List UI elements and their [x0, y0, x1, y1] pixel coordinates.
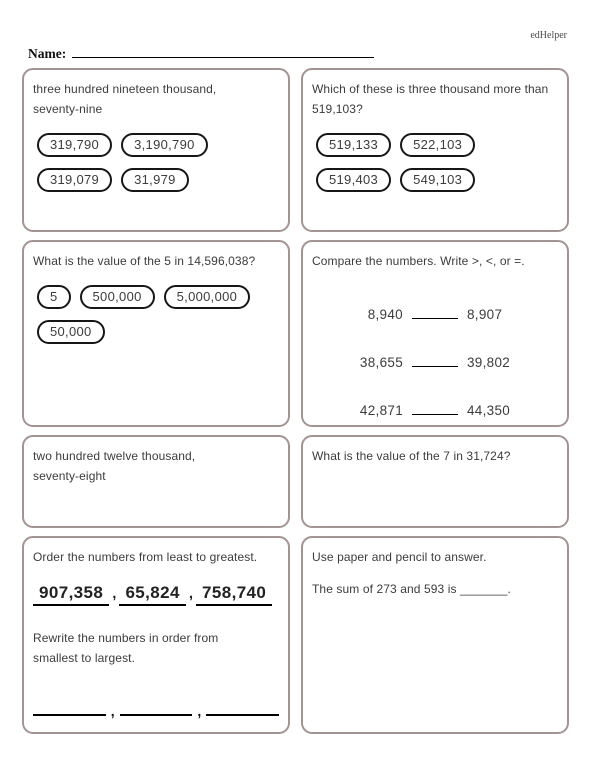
q7-instruction: Rewrite the numbers in order from smalle… [33, 628, 279, 668]
question-box-7: Order the numbers from least to greatest… [22, 536, 290, 734]
q2-choice-3[interactable]: 519,403 [316, 168, 392, 192]
q2-choice-2[interactable]: 522,103 [400, 133, 476, 157]
q3-prompt: What is the value of the 5 in 14,596,038… [33, 254, 256, 268]
question-box-1: three hundred nineteen thousand, seventy… [22, 68, 290, 232]
name-label: Name: [28, 46, 67, 61]
name-blank-line[interactable] [72, 56, 375, 58]
q5-prompt-line-1: two hundred twelve thousand, [33, 449, 196, 463]
q1-prompt-line-1: three hundred nineteen thousand, [33, 82, 217, 96]
question-box-5: two hundred twelve thousand, seventy-eig… [22, 435, 290, 528]
brand-edhelper: edHelper [530, 30, 567, 41]
q2-choice-row-1: 519,133 522,103 [316, 133, 558, 157]
q4-row2-answer-blank[interactable] [412, 365, 458, 367]
q2-prompt-line-1: Which of these is three thousand more th… [312, 82, 549, 96]
q1-choice-row-2: 319,079 31,979 [37, 168, 279, 192]
q7-comma-1: , [112, 585, 117, 602]
q4-row1-answer-blank[interactable] [412, 317, 458, 319]
q3-choice-row-2: 50,000 [37, 320, 279, 344]
q3-choice-4[interactable]: 50,000 [37, 320, 105, 344]
q2-choice-4[interactable]: 549,103 [400, 168, 476, 192]
q3-choice-3[interactable]: 5,000,000 [163, 285, 251, 309]
question-box-6: What is the value of the 7 in 31,724? [301, 435, 569, 528]
q1-prompt-line-2: seventy-nine [33, 102, 103, 116]
q3-choice-2[interactable]: 500,000 [79, 285, 155, 309]
q1-choice-1[interactable]: 319,790 [37, 133, 113, 157]
q4-compare-row-3: 42,871 44,350 [312, 403, 558, 418]
q7-answer-blank-2[interactable] [119, 713, 193, 716]
q4-compare-row-1: 8,940 8,907 [312, 307, 558, 322]
q1-choice-row-1: 319,790 3,190,790 [37, 133, 279, 157]
q4-compare-row-2: 38,655 39,802 [312, 355, 558, 370]
question-grid: three hundred nineteen thousand, seventy… [22, 68, 569, 734]
question-box-3: What is the value of the 5 in 14,596,038… [22, 240, 290, 427]
question-box-4: Compare the numbers. Write >, <, or =. 8… [301, 240, 569, 427]
q4-row2-right: 39,802 [467, 355, 511, 370]
q4-row3-right: 44,350 [467, 403, 511, 418]
q4-row1-left: 8,940 [367, 307, 403, 322]
q1-choice-4[interactable]: 31,979 [121, 168, 189, 192]
q8-prompt: Use paper and pencil to answer. [312, 550, 487, 564]
q4-row2-left: 38,655 [359, 355, 403, 370]
q7-instruction-line-1: Rewrite the numbers in order from [33, 631, 219, 645]
q3-choice-row-1: 5 500,000 5,000,000 [37, 285, 279, 309]
q7-prompt: Order the numbers from least to greatest… [33, 550, 258, 564]
q7-answer-blanks: , , [33, 703, 279, 719]
q3-choice-1[interactable]: 5 [37, 285, 71, 309]
q4-row3-left: 42,871 [359, 403, 403, 418]
q4-prompt: Compare the numbers. Write >, <, or =. [312, 254, 525, 268]
q7-answer-blank-1[interactable] [33, 713, 106, 716]
q7-blank-comma-2: , [197, 703, 202, 719]
q1-choice-2[interactable]: 3,190,790 [121, 133, 208, 157]
q7-number-1: 907,358 [33, 583, 110, 606]
q7-number-3: 758,740 [196, 583, 273, 606]
q6-prompt: What is the value of the 7 in 31,724? [312, 449, 511, 463]
name-row: Name: [28, 46, 375, 62]
q2-choice-1[interactable]: 519,133 [316, 133, 392, 157]
q7-number-2: 65,824 [119, 583, 186, 606]
q2-prompt-line-2: 519,103? [312, 102, 363, 116]
q8-question: The sum of 273 and 593 is _______. [312, 582, 511, 596]
q2-choice-row-2: 519,403 549,103 [316, 168, 558, 192]
question-box-2: Which of these is three thousand more th… [301, 68, 569, 232]
q7-instruction-line-2: smallest to largest. [33, 651, 136, 665]
q7-comma-2: , [188, 585, 194, 602]
q7-blank-comma-1: , [110, 703, 115, 719]
q4-row1-right: 8,907 [467, 307, 503, 322]
q5-prompt-line-2: seventy-eight [33, 469, 106, 483]
q4-compare-list: 8,940 8,907 38,655 39,802 42,871 44,350 [312, 307, 558, 451]
q7-numbers-line: 907,358 , 65,824 , 758,740 [33, 583, 279, 606]
q4-row3-answer-blank[interactable] [412, 413, 458, 415]
q7-answer-blank-3[interactable] [206, 713, 279, 716]
q1-choice-3[interactable]: 319,079 [37, 168, 113, 192]
question-box-8: Use paper and pencil to answer. The sum … [301, 536, 569, 734]
